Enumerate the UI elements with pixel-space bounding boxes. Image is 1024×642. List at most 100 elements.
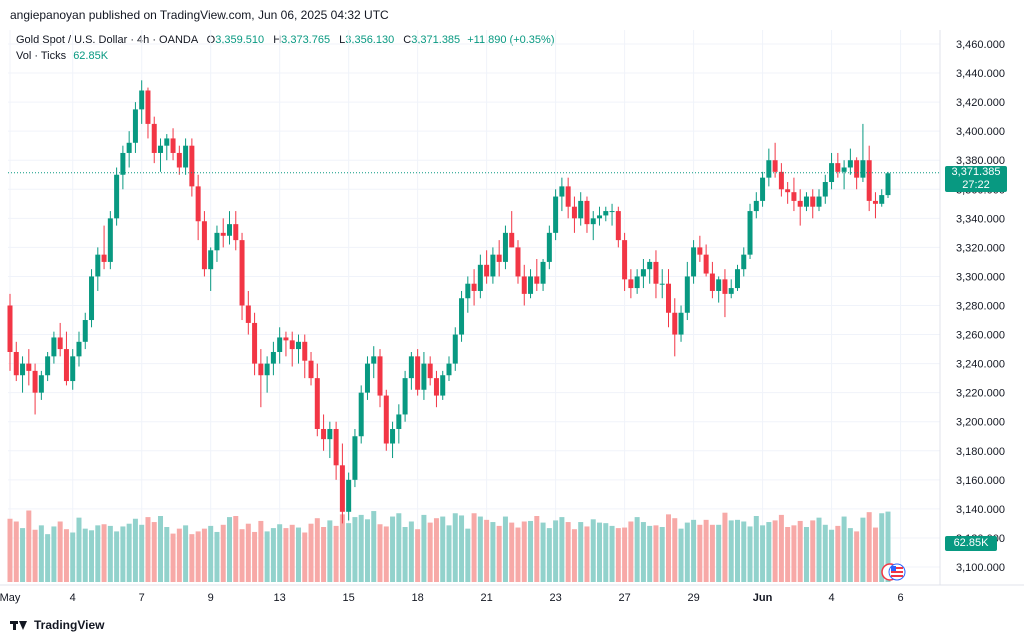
volume-label[interactable]: Vol · Ticks [16, 50, 67, 62]
candle [553, 189, 559, 241]
volume-bar [189, 534, 195, 582]
candle [854, 157, 860, 190]
volume-bar [666, 514, 671, 582]
brand-name: TradingView [34, 618, 105, 632]
candle [346, 472, 352, 521]
candle [515, 240, 521, 284]
volume-bar [559, 517, 565, 582]
candle [408, 351, 414, 390]
high-value: 3,373.765 [281, 34, 331, 46]
volume-bar [766, 522, 772, 582]
time-tick-label: 4 [70, 592, 76, 604]
time-axis[interactable]: May 4 7 9 13 15 18 21 23 27 29 Jun 4 6 [0, 592, 904, 604]
price-axis[interactable]: 3,100.0003,120.0003,140.0003,160.0003,18… [956, 39, 1005, 574]
volume-bar [603, 523, 609, 582]
volume-bar [57, 521, 63, 582]
candle [872, 192, 878, 219]
volume-bar [502, 516, 508, 582]
candle [114, 167, 120, 226]
volume-bar [829, 529, 835, 582]
volume-bar [371, 511, 377, 582]
candle [502, 225, 508, 270]
volume-bar [76, 517, 82, 582]
volume-bar [879, 513, 885, 582]
candle [471, 269, 477, 306]
price-chart[interactable]: 3,100.0003,120.0003,140.0003,160.0003,18… [0, 30, 1024, 610]
volume-bar [32, 529, 38, 582]
volume-bar [295, 527, 301, 582]
candle [183, 138, 189, 175]
candle [490, 247, 496, 284]
candle [521, 264, 527, 306]
volume-bars [7, 510, 891, 582]
time-tick-label: May [0, 592, 21, 604]
candle [528, 269, 534, 299]
symbol-name[interactable]: Gold Spot / U.S. Dollar · 4h · OANDA [16, 34, 198, 46]
candle [402, 370, 408, 422]
volume-bar [421, 514, 427, 582]
time-tick-label: Jun [753, 592, 773, 604]
candle [377, 349, 383, 408]
candle [603, 206, 609, 222]
candle [716, 276, 722, 303]
candle [753, 192, 759, 219]
candle [208, 247, 214, 291]
price-tick-label: 3,180.000 [956, 446, 1005, 458]
volume-bar [164, 527, 170, 582]
volume-tag: 62.85K [945, 536, 997, 551]
price-tick-label: 3,100.000 [956, 562, 1005, 574]
bar-countdown: 27:22 [962, 179, 990, 191]
candle [615, 206, 621, 248]
volume-bar [440, 516, 446, 582]
us-flag-icon[interactable] [880, 562, 906, 582]
candle [653, 250, 659, 299]
candle [816, 189, 822, 212]
candle [132, 102, 138, 153]
volume-bar [672, 518, 678, 582]
candle [277, 327, 283, 364]
candle [571, 196, 577, 233]
change-value: +11.890 (+0.35%) [467, 34, 555, 46]
candle [565, 177, 571, 219]
candle [885, 171, 891, 198]
candle [145, 87, 151, 139]
time-tick-label: 18 [412, 592, 424, 604]
high-key: H [273, 34, 282, 46]
volume-bar [571, 529, 577, 582]
candle [647, 259, 653, 284]
chart-header: angiepanoyan published on TradingView.co… [0, 0, 1024, 30]
volume-bar [302, 532, 308, 582]
volume-bar [477, 516, 483, 582]
candle [289, 331, 295, 367]
volume-bar [158, 516, 164, 582]
time-tick-label: 21 [481, 592, 493, 604]
volume-bar [728, 520, 734, 582]
footer-brand[interactable]: TradingView [10, 618, 104, 632]
price-tick-label: 3,420.000 [956, 97, 1005, 109]
volume-bar [509, 522, 515, 582]
candle [459, 290, 465, 342]
volume-bar [114, 531, 120, 582]
candle [835, 152, 841, 178]
price-tick-label: 3,380.000 [956, 155, 1005, 167]
candle [201, 211, 207, 277]
candle [741, 247, 747, 277]
volume-bar [364, 519, 370, 582]
volume-bar [659, 527, 665, 582]
candle [364, 356, 370, 400]
volume-bar [233, 516, 239, 582]
candle [634, 269, 640, 294]
volume-bar [51, 526, 57, 582]
candle [866, 145, 872, 212]
candle [383, 389, 389, 451]
candle [672, 298, 678, 357]
volume-bar [528, 520, 534, 582]
candle [709, 261, 715, 299]
candle [509, 211, 515, 248]
volume-bar [277, 524, 283, 582]
candle [101, 225, 107, 270]
candle [766, 148, 772, 187]
candle [26, 349, 32, 386]
candle [227, 211, 232, 245]
candle [270, 341, 276, 376]
